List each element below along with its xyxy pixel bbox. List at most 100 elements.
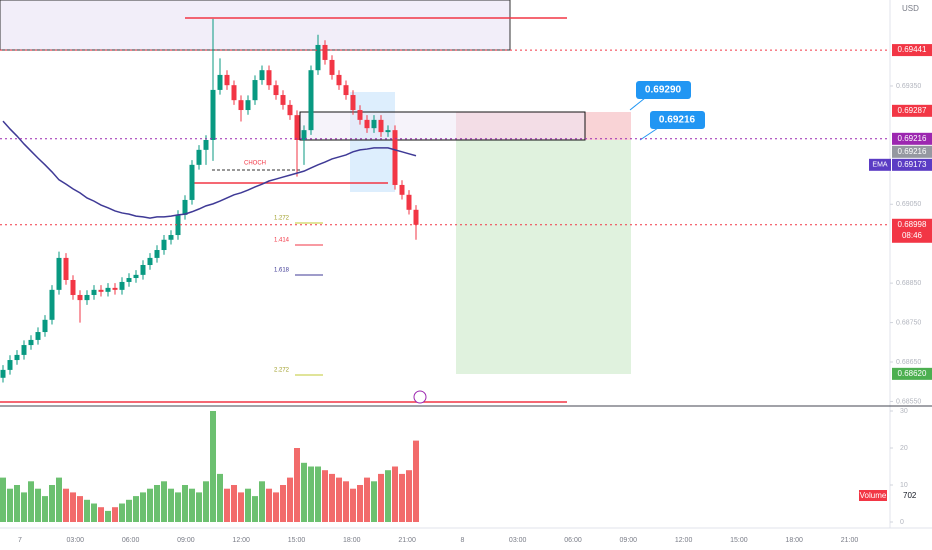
price-tag — [892, 145, 932, 158]
price-tag — [892, 218, 932, 243]
volume-tick-label: 10 — [900, 482, 908, 489]
candle-body — [364, 119, 370, 129]
candle-body — [28, 339, 34, 346]
volume-bar — [203, 481, 209, 522]
candle-body — [371, 119, 377, 129]
candle-body — [77, 294, 83, 301]
candle-body — [7, 360, 13, 370]
price-tag-label: 0.68620 — [898, 369, 927, 378]
volume-tag — [859, 490, 887, 501]
fib-label: 1.272 — [274, 216, 290, 222]
countdown: 08:46 — [902, 231, 923, 240]
candle-body — [105, 287, 111, 292]
volume-bar — [378, 473, 384, 522]
volume-bar — [147, 488, 153, 522]
volume-bar — [7, 488, 13, 522]
y-tick-label: 0.68650 — [896, 359, 921, 366]
volume-bar — [119, 503, 125, 522]
candle-body — [322, 44, 328, 60]
volume-bar — [336, 477, 342, 522]
volume-tick-label: 0 — [900, 519, 904, 526]
volume-bar — [413, 440, 419, 522]
x-tick-label: 15:00 — [730, 537, 748, 544]
volume-bar — [84, 499, 90, 522]
candle-body — [147, 257, 153, 266]
candle-body — [210, 89, 216, 140]
volume-bar — [98, 507, 104, 522]
y-tick-label: 0.68850 — [896, 280, 921, 287]
candle-body — [357, 110, 363, 120]
volume-bar — [329, 473, 335, 522]
x-tick-label: 21:00 — [841, 537, 859, 544]
volume-bar — [385, 470, 391, 522]
candle-body — [406, 194, 412, 210]
y-tick-label: 0.68750 — [896, 319, 921, 326]
x-tick-label: 03:00 — [509, 537, 527, 544]
volume-bar — [14, 485, 20, 522]
volume-bar — [238, 492, 244, 522]
fib-label: 1.618 — [274, 268, 290, 274]
volume-bar — [91, 503, 97, 522]
volume-bar — [357, 485, 363, 522]
x-tick-label: 06:00 — [122, 537, 140, 544]
x-tick-label: 18:00 — [343, 537, 361, 544]
volume-value: 702 — [903, 491, 917, 500]
callout — [636, 81, 691, 99]
x-tick-label: 15:00 — [288, 537, 306, 544]
volume-bar — [133, 496, 139, 522]
volume-tick-label: 30 — [900, 408, 908, 415]
price-tag-label: 0.69173 — [898, 160, 927, 169]
callout-label: 0.69290 — [645, 85, 682, 96]
x-tick-label: 8 — [460, 537, 464, 544]
volume-bar — [308, 466, 314, 522]
candle-body — [189, 164, 195, 200]
fib-label: 2.272 — [274, 368, 290, 374]
candle-body — [259, 70, 265, 81]
candle-body — [126, 278, 132, 282]
candle-body — [238, 100, 244, 111]
x-tick-label: 03:00 — [67, 537, 85, 544]
candle-body — [231, 85, 237, 101]
volume-bar — [56, 477, 62, 522]
candle-body — [315, 44, 321, 71]
volume-bar — [175, 492, 181, 522]
y-tick-label: 0.68550 — [896, 398, 921, 405]
volume-bar — [77, 496, 83, 522]
candle-body — [84, 294, 90, 301]
price-tag-label: 0.69441 — [898, 45, 927, 54]
volume-bar — [252, 496, 258, 522]
callout-label: 0.69216 — [659, 115, 696, 126]
candle-body — [378, 119, 384, 133]
price-tag-name-box — [869, 158, 891, 171]
candle-body — [21, 345, 27, 355]
price-tag — [892, 44, 932, 57]
candle-body — [385, 130, 391, 133]
x-tick-label: 09:00 — [177, 537, 195, 544]
volume-bar — [294, 448, 300, 522]
volume-bar — [217, 473, 223, 522]
candle-body — [280, 95, 286, 105]
volume-bar — [42, 496, 48, 522]
volume-bar — [35, 488, 41, 522]
x-tick-label: 21:00 — [398, 537, 416, 544]
volume-bar — [140, 492, 146, 522]
candle-body — [266, 70, 272, 86]
x-tick-label: 7 — [18, 537, 22, 544]
candle-body — [63, 257, 69, 280]
price-tag-name: EMA — [872, 162, 888, 169]
candle-body — [273, 85, 279, 96]
candle-body — [287, 104, 293, 116]
candle-body — [119, 281, 125, 290]
x-tick-label: 09:00 — [620, 537, 638, 544]
candle-body — [70, 279, 76, 295]
volume-bar — [161, 481, 167, 522]
candle-body — [301, 130, 307, 140]
volume-bar — [301, 462, 307, 522]
price-tag-label: 0.69216 — [898, 147, 927, 156]
candle-body — [203, 139, 209, 150]
price-tag-label: 0.69287 — [898, 106, 927, 115]
x-tick-label: 12:00 — [232, 537, 250, 544]
volume-tick-label: 20 — [900, 445, 908, 452]
volume-bar — [112, 507, 118, 522]
